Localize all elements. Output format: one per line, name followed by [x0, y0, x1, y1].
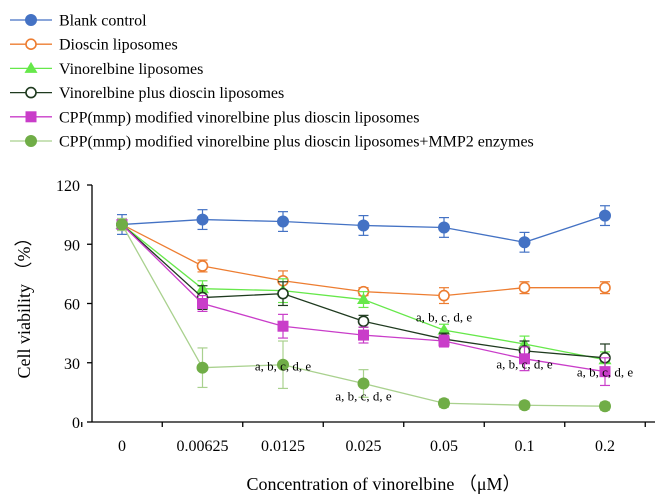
data-point	[24, 61, 38, 73]
legend-item: Dioscin liposomes	[10, 37, 178, 54]
legend-item: Blank control	[10, 13, 147, 30]
significance-annotation: a, b, c, d, e	[496, 357, 553, 372]
significance-annotation: a, b, c, d, e	[577, 365, 634, 380]
series-group	[116, 205, 611, 253]
data-point	[357, 315, 370, 328]
x-axis-ticks: 0 0.00625 0.0125 0.025 0.05 0.1 0.2	[81, 422, 646, 455]
y-tick-label: 30	[64, 356, 80, 373]
series-group	[116, 217, 611, 413]
x-tick-label: 0.025	[346, 438, 382, 455]
y-tick-label: 60	[64, 297, 80, 314]
data-point	[518, 281, 531, 294]
data-point	[519, 353, 530, 365]
annotation-layer: a, b, c, d, e a, b, c, d, e a, b, c, d, e a…	[255, 309, 634, 403]
data-point	[438, 289, 450, 302]
plot-area: 0 30 60 90 120 0 0.00625 0.0125 0.025 0.05 0.1 0.2…	[56, 178, 655, 455]
data-point	[196, 260, 209, 272]
legend-item: CPP(mmp) modified vinorelbine plus diosc…	[10, 109, 419, 126]
y-tick-label: 120	[56, 178, 80, 195]
legend-label: CPP(mmp) modified vinorelbine plus diosc…	[59, 109, 419, 126]
data-point	[25, 135, 37, 147]
legend-item: Vinorelbine liposomes	[10, 61, 203, 78]
legend-item: Vinorelbine plus dioscin liposomes	[10, 85, 284, 102]
data-point	[277, 215, 289, 228]
data-point	[357, 377, 370, 390]
data-point	[196, 213, 209, 226]
x-axis-title: Concentration of vinorelbine （μM）	[246, 474, 520, 494]
data-point	[116, 218, 128, 231]
significance-annotation: a, b, c, d, e	[335, 388, 392, 403]
significance-annotation: a, b, c, d, e	[255, 359, 312, 374]
legend-item: CPP(mmp) modified vinorelbine plus diosc…	[10, 134, 534, 151]
y-tick-label: 90	[64, 237, 80, 254]
data-point	[438, 397, 450, 410]
data-point	[437, 323, 451, 335]
data-point	[277, 287, 289, 300]
y-axis-title: Cell viability （%）	[14, 229, 34, 379]
series-layer	[115, 205, 612, 413]
legend: Blank control Dioscin liposomes Vinorelbin…	[10, 13, 534, 151]
legend-label: Vinorelbine plus dioscin liposomes	[59, 85, 284, 102]
x-tick-label: 0.0125	[261, 438, 305, 455]
significance-annotation: a, b, c, d, e	[416, 309, 473, 324]
x-tick-label: 0	[118, 438, 126, 455]
data-point	[599, 366, 611, 378]
data-point	[438, 335, 450, 347]
data-point	[197, 298, 208, 309]
data-point	[518, 399, 531, 412]
data-point	[438, 221, 450, 234]
data-point	[599, 281, 611, 294]
data-point	[25, 86, 37, 99]
legend-label: Blank control	[59, 13, 147, 30]
data-point	[196, 361, 209, 374]
x-tick-label: 0.00625	[177, 438, 229, 455]
x-tick-label: 0.1	[515, 438, 535, 455]
data-point	[277, 358, 289, 371]
data-point	[358, 329, 369, 341]
legend-label: Vinorelbine liposomes	[59, 61, 203, 78]
data-point	[357, 293, 370, 305]
legend-label: Dioscin liposomes	[59, 37, 178, 54]
y-axis-ticks: 0 30 60 90 120	[56, 178, 92, 432]
legend-label: CPP(mmp) modified vinorelbine plus diosc…	[59, 134, 534, 151]
data-point	[357, 219, 370, 232]
x-tick-label: 0.05	[430, 438, 458, 455]
data-point	[25, 38, 37, 51]
data-point	[518, 236, 531, 249]
data-point	[599, 209, 611, 222]
y-tick-label: 0	[72, 415, 80, 432]
data-point	[599, 400, 611, 413]
x-tick-label: 0.2	[595, 438, 615, 455]
data-point	[25, 111, 37, 123]
data-point	[25, 14, 37, 26]
data-point	[277, 320, 289, 332]
